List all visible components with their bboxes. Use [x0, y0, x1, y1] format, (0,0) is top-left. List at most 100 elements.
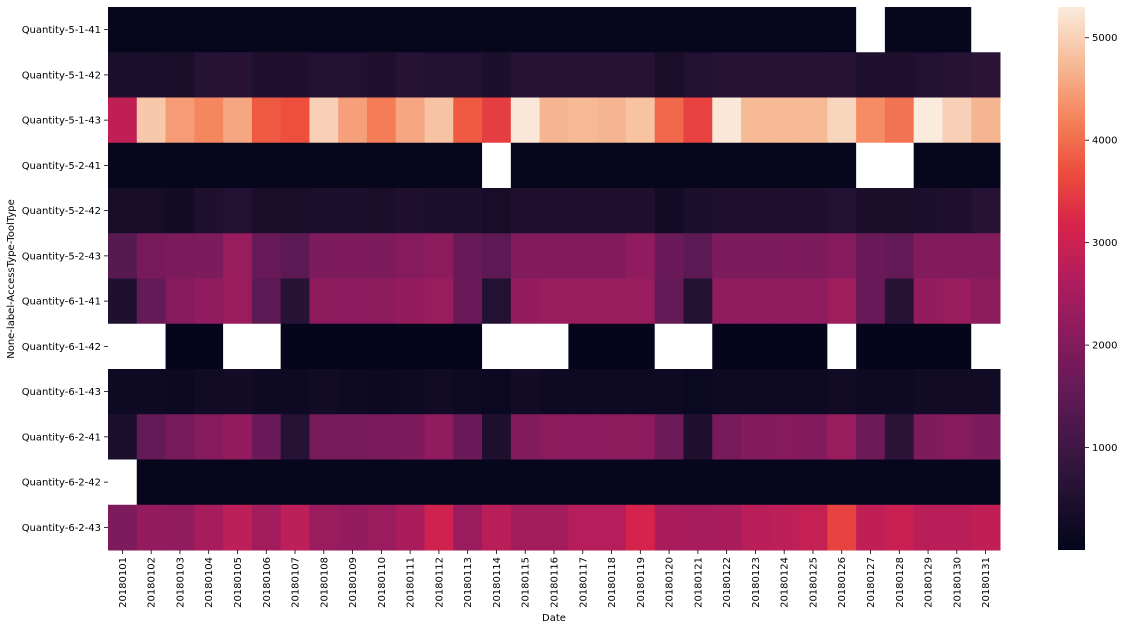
heatmap-cell: [165, 459, 195, 506]
heatmap-cell: [683, 7, 713, 53]
colorbar: [1058, 7, 1085, 550]
heatmap-cell: [741, 97, 771, 144]
heatmap-cell: [597, 142, 627, 189]
heatmap-cell: [366, 504, 397, 551]
heatmap-cell: [798, 188, 828, 234]
heatmap-cell: [453, 97, 483, 144]
y-tick-label: Quantity-6-2-41: [22, 432, 101, 443]
heatmap-cell: [338, 188, 368, 234]
heatmap-cell: [884, 7, 915, 53]
y-tick-label: Quantity-5-2-42: [22, 206, 101, 217]
heatmap-cell: [194, 323, 224, 370]
heatmap-cell: [654, 323, 684, 370]
heatmap-cell: [223, 142, 253, 189]
heatmap-cell: [309, 52, 339, 98]
heatmap-cell: [510, 504, 541, 551]
heatmap-cell: [712, 52, 742, 98]
heatmap-cell: [510, 188, 541, 234]
heatmap-cell: [338, 7, 368, 53]
heatmap-cell: [942, 52, 972, 98]
heatmap-cell: [942, 459, 972, 506]
heatmap-cell: [884, 97, 915, 144]
heatmap-cell: [194, 142, 224, 189]
heatmap-cell: [366, 233, 397, 279]
heatmap-cell: [424, 97, 454, 144]
heatmap-cell: [136, 323, 167, 370]
heatmap-cell: [942, 7, 972, 53]
heatmap-cell: [942, 278, 972, 325]
heatmap-cell: [856, 7, 886, 53]
heatmap-cell: [366, 459, 397, 506]
heatmap-cell: [884, 459, 915, 506]
heatmap-cell: [856, 142, 886, 189]
y-axis: Quantity-5-1-41 Quantity-5-1-42 Quantity-5…: [22, 25, 108, 534]
heatmap-cell: [482, 142, 512, 189]
heatmap-cell: [424, 142, 454, 189]
heatmap-cell: [280, 459, 310, 506]
heatmap-cell: [136, 459, 167, 506]
heatmap-cell: [683, 188, 713, 234]
x-tick-label: 20180126: [837, 557, 848, 608]
heatmap-cell: [625, 369, 656, 415]
heatmap-cell: [338, 97, 368, 144]
heatmap-cell: [769, 188, 800, 234]
x-tick-label: 20180111: [406, 557, 417, 608]
heatmap-cell: [251, 459, 282, 506]
heatmap-cell: [884, 414, 915, 460]
heatmap-cell: [424, 323, 454, 370]
heatmap-cell: [769, 278, 800, 325]
heatmap-cell: [942, 142, 972, 189]
heatmap-cell: [165, 369, 195, 415]
heatmap-cell: [971, 369, 1001, 415]
heatmap-cell: [741, 369, 771, 415]
heatmap-cell: [913, 188, 943, 234]
heatmap-cell: [827, 278, 857, 325]
heatmap-cell: [482, 188, 512, 234]
heatmap-cell: [683, 278, 713, 325]
heatmap-cell: [136, 278, 167, 325]
heatmap-cell: [108, 459, 138, 506]
heatmap-cell: [539, 52, 569, 98]
x-tick-label: 20180118: [607, 557, 618, 608]
heatmap-cell: [884, 188, 915, 234]
heatmap-cell: [625, 52, 656, 98]
heatmap-cell: [108, 233, 138, 279]
heatmap-cell: [424, 369, 454, 415]
colorbar-ticks: 1000 2000 3000 4000 5000: [1085, 33, 1117, 454]
heatmap-cell: [568, 323, 598, 370]
heatmap-cell: [251, 97, 282, 144]
heatmap-cell: [539, 414, 569, 460]
heatmap-cell: [338, 323, 368, 370]
heatmap-cell: [108, 142, 138, 189]
heatmap-cell: [654, 414, 684, 460]
heatmap-cell: [165, 7, 195, 53]
heatmap-cell: [223, 504, 253, 551]
heatmap-cell: [338, 233, 368, 279]
heatmap-cell: [223, 459, 253, 506]
heatmap-cell: [251, 188, 282, 234]
heatmap-cell: [165, 504, 195, 551]
heatmap-cell: [251, 7, 282, 53]
heatmap-cell: [654, 52, 684, 98]
heatmap-cell: [482, 459, 512, 506]
heatmap-cell: [913, 142, 943, 189]
x-tick-label: 20180125: [808, 557, 819, 608]
colorbar-tick-label: 1000: [1092, 443, 1117, 454]
x-tick-label: 20180107: [291, 557, 302, 608]
heatmap-cell: [251, 323, 282, 370]
heatmap-cell: [913, 233, 943, 279]
heatmap-cell: [395, 97, 426, 144]
x-tick-label: 20180130: [952, 557, 963, 608]
heatmap-cell: [108, 52, 138, 98]
heatmap-cell: [683, 504, 713, 551]
heatmap-cell: [280, 188, 310, 234]
heatmap-cell: [741, 504, 771, 551]
heatmap-cell: [798, 52, 828, 98]
heatmap-cell: [798, 504, 828, 551]
heatmap-cell: [366, 414, 397, 460]
heatmap-cell: [510, 459, 541, 506]
heatmap-cell: [395, 323, 426, 370]
heatmap-cell: [971, 278, 1001, 325]
heatmap-cell: [568, 369, 598, 415]
heatmap-cell: [165, 278, 195, 325]
